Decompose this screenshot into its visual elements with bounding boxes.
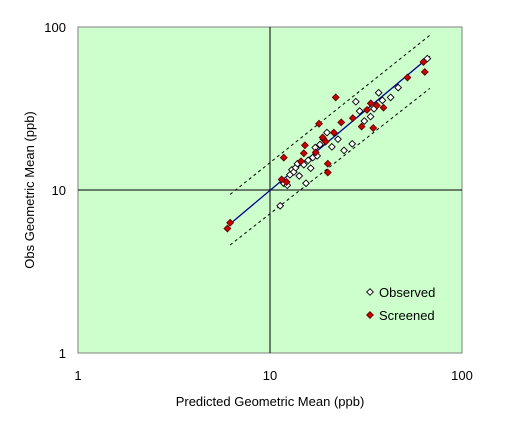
observed-point xyxy=(351,97,360,106)
data-points xyxy=(223,54,432,233)
observed-point xyxy=(340,146,348,155)
screened-point xyxy=(297,157,305,166)
observed-point xyxy=(302,179,310,188)
screened-point xyxy=(279,153,288,162)
screened-point xyxy=(321,137,330,146)
legend-label-screened: Screened xyxy=(379,308,435,323)
observed-point xyxy=(348,139,357,148)
screened-point xyxy=(366,99,375,108)
screened-point xyxy=(299,149,308,158)
regression-line xyxy=(229,55,431,225)
screened-point xyxy=(300,141,309,150)
y-tick-label: 100 xyxy=(44,20,66,35)
observed-point xyxy=(394,83,403,92)
observed-point xyxy=(304,156,313,165)
screened-point xyxy=(419,58,428,66)
y-axis-label: Obs Geometric Mean (ppb) xyxy=(22,111,37,269)
screened-point xyxy=(282,178,291,186)
screened-point xyxy=(337,118,346,127)
observed-point xyxy=(423,54,432,63)
screened-point xyxy=(311,148,320,157)
screened-point xyxy=(329,128,338,137)
screened-point xyxy=(420,67,429,76)
screened-point xyxy=(372,101,381,110)
legend-marker-screened xyxy=(366,311,374,319)
screened-point xyxy=(379,103,388,112)
confidence-band xyxy=(229,34,431,246)
observed-point xyxy=(315,140,324,149)
observed-point xyxy=(360,117,369,125)
legend-label-observed: Observed xyxy=(379,285,435,300)
screened-point xyxy=(403,73,412,82)
observed-point xyxy=(306,164,315,173)
screened-point xyxy=(369,124,378,132)
screened-point xyxy=(357,122,366,131)
screened-point xyxy=(363,105,371,114)
screened-point xyxy=(323,168,332,177)
confidence-band-upper xyxy=(229,34,431,195)
screened-point xyxy=(277,175,286,184)
x-tick-label: 1 xyxy=(74,368,81,383)
y-tick-label: 1 xyxy=(59,346,66,361)
observed-point xyxy=(374,88,383,97)
observed-point xyxy=(366,112,375,121)
observed-point xyxy=(327,142,336,151)
observed-point xyxy=(295,171,304,180)
legend: Observed Screened xyxy=(366,285,435,323)
screened-point xyxy=(348,114,357,123)
screened-point xyxy=(223,224,232,233)
screened-point xyxy=(226,218,235,227)
observed-point xyxy=(386,93,395,102)
axis-ticks: 1 10 100 1 10 100 xyxy=(44,20,473,383)
observed-point xyxy=(355,107,364,115)
x-tick-label: 10 xyxy=(263,368,277,383)
observed-point xyxy=(323,128,331,137)
screened-point xyxy=(315,119,323,128)
x-tick-label: 100 xyxy=(451,368,473,383)
screened-point xyxy=(331,93,340,102)
regression-line-group xyxy=(229,55,431,225)
observed-point xyxy=(378,96,387,105)
screened-point xyxy=(323,159,332,168)
legend-marker-observed xyxy=(366,288,374,296)
confidence-band-lower xyxy=(229,88,431,246)
y-tick-label: 10 xyxy=(52,183,66,198)
x-axis-label: Predicted Geometric Mean (ppb) xyxy=(176,394,365,409)
observed-point xyxy=(276,201,285,210)
observed-point xyxy=(334,135,342,144)
